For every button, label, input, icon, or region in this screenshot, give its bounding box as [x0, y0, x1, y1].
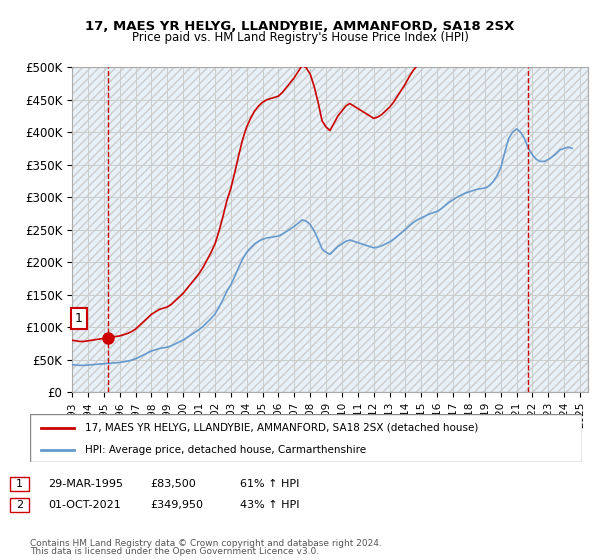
- Text: 2: 2: [0, 559, 1, 560]
- Text: 17, MAES YR HELYG, LLANDYBIE, AMMANFORD, SA18 2SX: 17, MAES YR HELYG, LLANDYBIE, AMMANFORD,…: [85, 20, 515, 32]
- Text: £349,950: £349,950: [150, 500, 203, 510]
- Text: 01-OCT-2021: 01-OCT-2021: [48, 500, 121, 510]
- Text: 1: 1: [75, 312, 83, 325]
- FancyBboxPatch shape: [30, 414, 582, 462]
- Text: This data is licensed under the Open Government Licence v3.0.: This data is licensed under the Open Gov…: [30, 548, 319, 557]
- Text: 1: 1: [16, 479, 23, 489]
- Text: 61% ↑ HPI: 61% ↑ HPI: [240, 479, 299, 489]
- Text: 29-MAR-1995: 29-MAR-1995: [48, 479, 123, 489]
- Text: 2: 2: [16, 500, 23, 510]
- Text: 43% ↑ HPI: 43% ↑ HPI: [240, 500, 299, 510]
- Text: HPI: Average price, detached house, Carmarthenshire: HPI: Average price, detached house, Carm…: [85, 445, 367, 455]
- Text: Contains HM Land Registry data © Crown copyright and database right 2024.: Contains HM Land Registry data © Crown c…: [30, 539, 382, 548]
- Text: £83,500: £83,500: [150, 479, 196, 489]
- Text: Price paid vs. HM Land Registry's House Price Index (HPI): Price paid vs. HM Land Registry's House …: [131, 31, 469, 44]
- Text: 17, MAES YR HELYG, LLANDYBIE, AMMANFORD, SA18 2SX (detached house): 17, MAES YR HELYG, LLANDYBIE, AMMANFORD,…: [85, 423, 479, 433]
